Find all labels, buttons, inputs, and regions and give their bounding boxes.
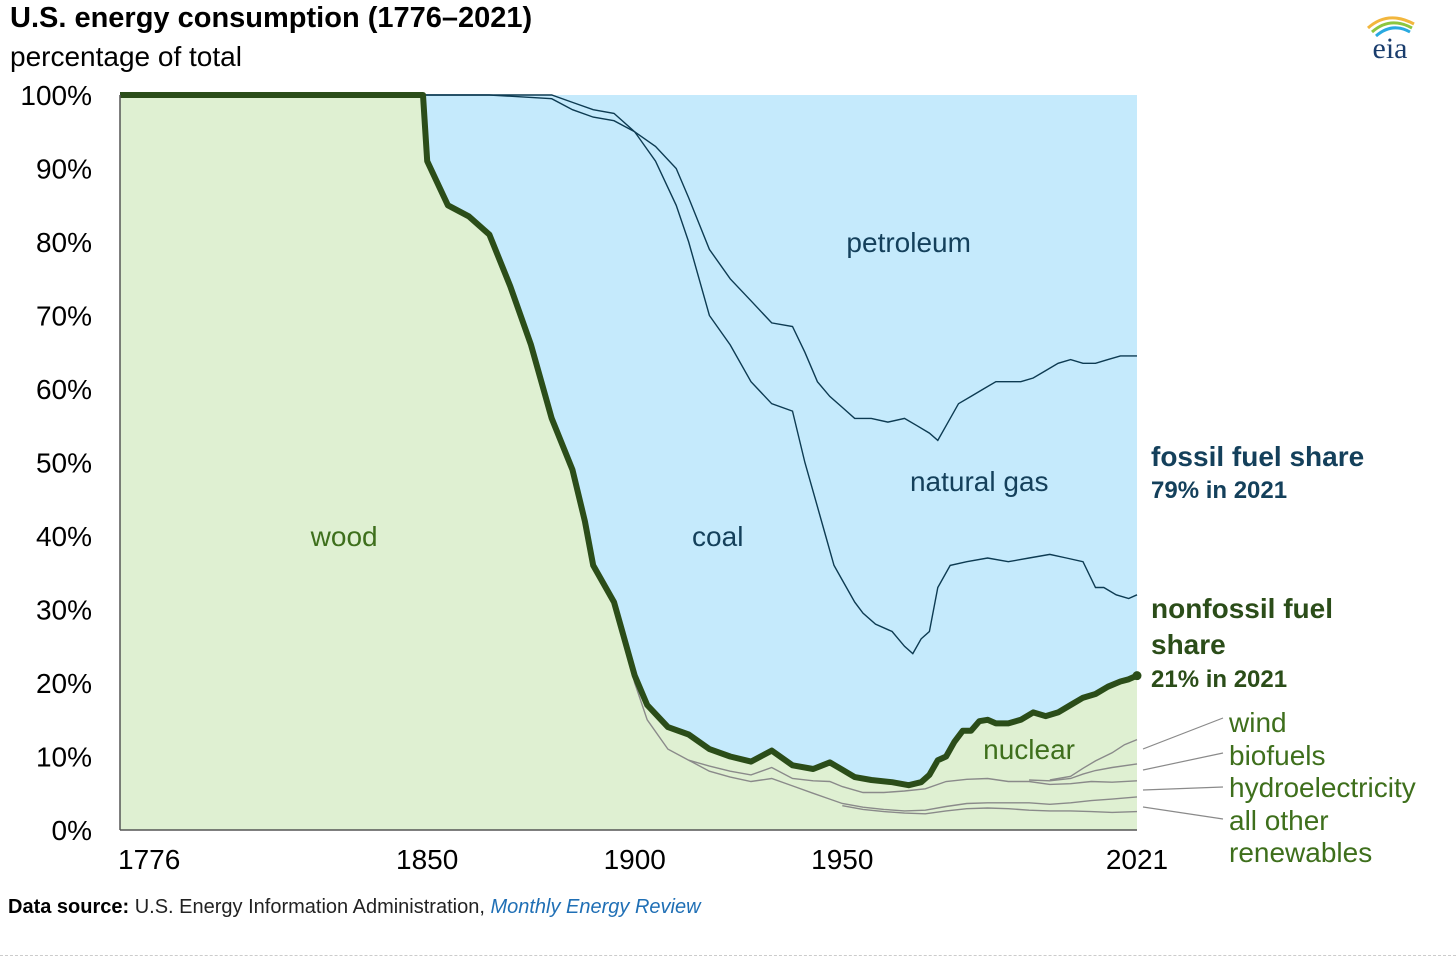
biofuels-leader <box>1142 752 1224 771</box>
renewables-label: renewables <box>1229 837 1372 868</box>
wind-label: wind <box>1228 707 1287 738</box>
nonfossil-share-endpoint <box>1132 671 1142 681</box>
wind-leader <box>1142 717 1224 750</box>
chart-subtitle: percentage of total <box>10 41 242 72</box>
source-label: Data source: <box>8 896 130 918</box>
petroleum-label: petroleum <box>846 227 971 258</box>
y-tick-label: 90% <box>36 154 92 185</box>
y-tick-label: 0% <box>52 815 92 846</box>
natural-gas-label: natural gas <box>910 466 1049 497</box>
chart-axes: 0% 10% 20% 30% 40% 50% 60% 70% 80% 90% 100% 1776 185… <box>20 80 1168 875</box>
callout-leaders <box>1142 717 1224 820</box>
y-tick-label: 70% <box>36 301 92 332</box>
source-publication-link[interactable]: Monthly Energy Review <box>490 896 701 918</box>
fossil-share-title: fossil fuel share <box>1151 441 1364 472</box>
y-tick-label: 40% <box>36 521 92 552</box>
hydroelectricity-label: hydroelectricity <box>1229 772 1416 803</box>
bottom-divider <box>0 955 1456 956</box>
other-renewables-leader <box>1142 806 1224 820</box>
fossil-share-value: 79% in 2021 <box>1151 477 1287 504</box>
gas-petroleum-boundary-line <box>120 94 1137 442</box>
all-other-label: all other <box>1229 805 1329 836</box>
x-tick-label: 1950 <box>811 844 873 875</box>
wind-line <box>1049 738 1138 781</box>
hydro-leader <box>1142 786 1224 791</box>
x-tick-label: 2021 <box>1106 844 1168 875</box>
other-renewables-line <box>842 805 1138 815</box>
coal-gas-boundary-line <box>120 94 1138 655</box>
nuclear-label: nuclear <box>983 734 1075 765</box>
chart-areas <box>120 95 1137 830</box>
x-tick-label: 1850 <box>396 844 458 875</box>
chart-title: U.S. energy consumption (1776–2021) <box>10 2 533 34</box>
y-tick-label: 30% <box>36 595 92 626</box>
nonfossil-share-value: 21% in 2021 <box>1151 666 1287 693</box>
y-tick-label: 60% <box>36 374 92 405</box>
wood-boundary-line <box>613 601 1138 812</box>
sunburst-icon <box>1366 16 1415 38</box>
data-source: Data source: U.S. Energy Information Adm… <box>8 896 701 919</box>
wood-label: wood <box>310 521 378 552</box>
logo-text: eia <box>1373 32 1408 64</box>
chart-lines <box>120 92 1142 815</box>
energy-consumption-chart: 0% 10% 20% 30% 40% 50% 60% 70% 80% 90% 100% 1776 185… <box>20 80 1416 875</box>
biofuels-label: biofuels <box>1229 740 1326 771</box>
x-tick-label: 1776 <box>118 844 180 875</box>
eia-logo: eia <box>1366 16 1415 64</box>
y-tick-label: 50% <box>36 448 92 479</box>
x-tick-label: 1900 <box>604 844 666 875</box>
y-tick-label: 100% <box>20 80 92 111</box>
source-agency: U.S. Energy Information Administration, <box>134 896 485 918</box>
y-tick-label: 10% <box>36 742 92 773</box>
coal-label: coal <box>692 521 743 552</box>
y-tick-label: 80% <box>36 227 92 258</box>
area-labels: wood coal petroleum natural gas nuclear <box>310 227 1075 765</box>
nonfossil-share-line <box>120 92 1139 789</box>
y-tick-label: 20% <box>36 668 92 699</box>
hydroelectricity-line <box>688 759 1138 794</box>
biofuels-line <box>1029 763 1138 782</box>
nonfossil-share-title-2: share <box>1151 629 1226 660</box>
nonfossil-share-title-1: nonfossil fuel <box>1151 593 1333 624</box>
nonfossil-fuel-area <box>120 95 1137 830</box>
